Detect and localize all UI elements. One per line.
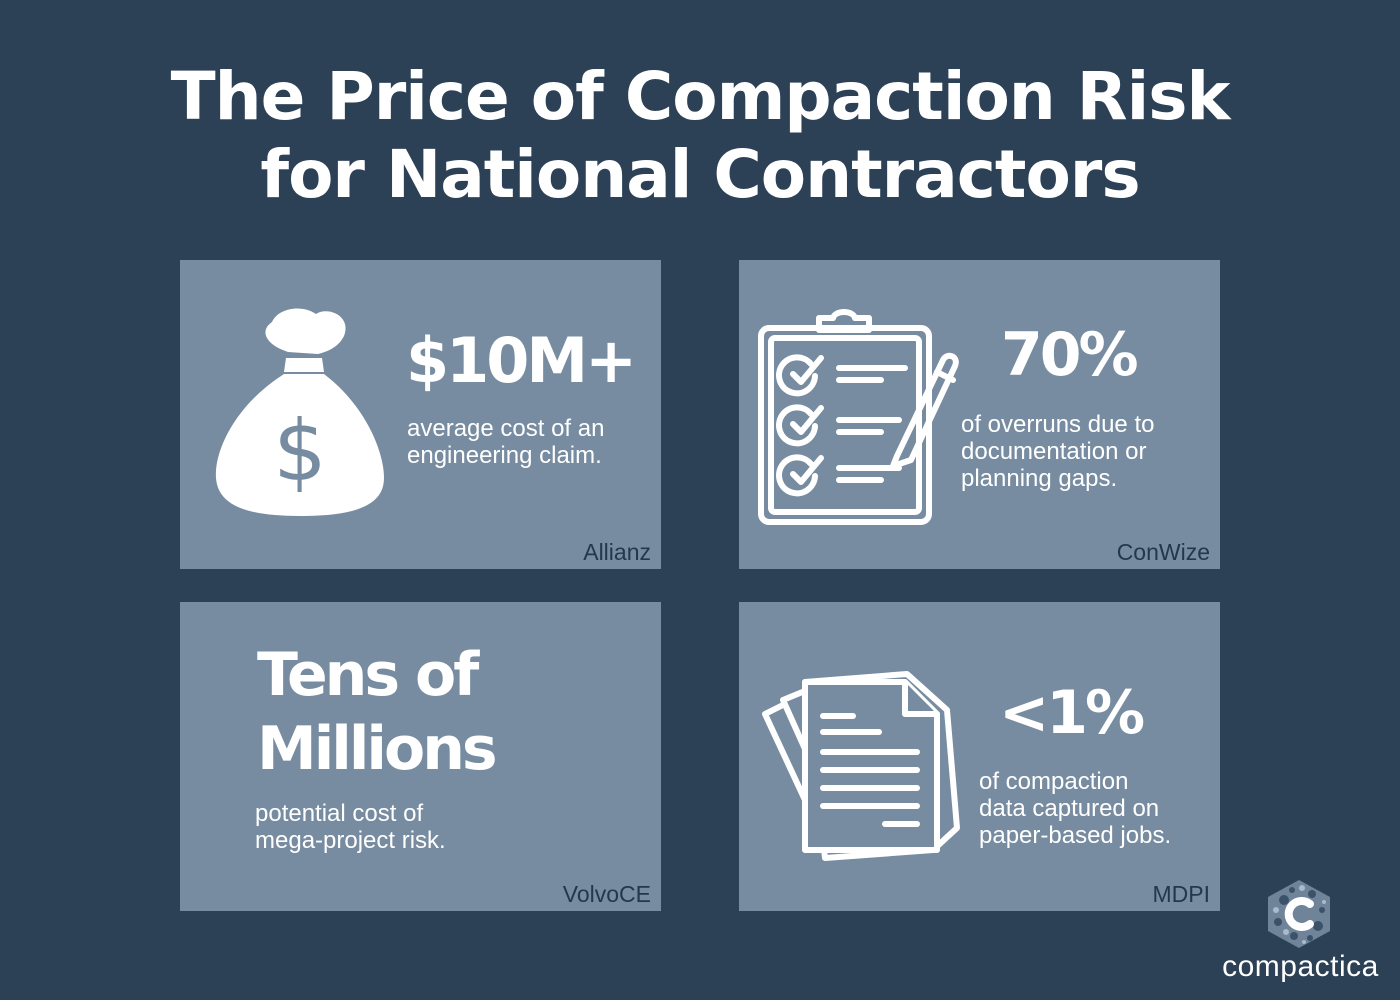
page-title: The Price of Compaction Risk for Nationa… <box>0 58 1400 214</box>
source-label: Allianz <box>583 539 651 565</box>
stat-description: of compaction data captured on paper-bas… <box>979 768 1172 849</box>
stat-description: of overruns due to documentation or plan… <box>961 411 1155 492</box>
paper-documents-icon <box>762 671 960 861</box>
stat-description: potential cost of mega-project risk. <box>255 800 446 854</box>
stat-value: <1% <box>999 678 1145 748</box>
source-label: VolvoCE <box>562 881 651 907</box>
logo-text: compactica <box>1222 950 1379 983</box>
title-line-2: for National Contractors <box>260 136 1140 213</box>
svg-text:$: $ <box>273 402 326 500</box>
compactica-logo-icon <box>1268 880 1330 948</box>
stat-card-mega-project: Tens of Millions potential cost of mega-… <box>180 602 661 911</box>
stat-description: average cost of an engineering claim. <box>407 415 605 469</box>
source-label: ConWize <box>1116 539 1210 565</box>
stat-value: $10M+ <box>406 324 637 397</box>
stat-card-paper-data: <1% of compaction data captured on paper… <box>739 602 1220 911</box>
stat-value: Tens of Millions <box>257 640 498 784</box>
clipboard-checklist-icon <box>758 309 959 525</box>
stat-card-overruns: 70% of overruns due to documentation or … <box>739 260 1220 569</box>
title-line-1: The Price of Compaction Risk <box>170 58 1231 135</box>
source-label: MDPI <box>1152 881 1211 907</box>
stat-value: 70% <box>1001 320 1139 390</box>
money-bag-icon: $ <box>215 308 384 516</box>
compactica-logo: compactica <box>1218 878 1383 988</box>
stat-card-claim-cost: $ $10M+ average cost of an engineering c… <box>180 260 661 569</box>
